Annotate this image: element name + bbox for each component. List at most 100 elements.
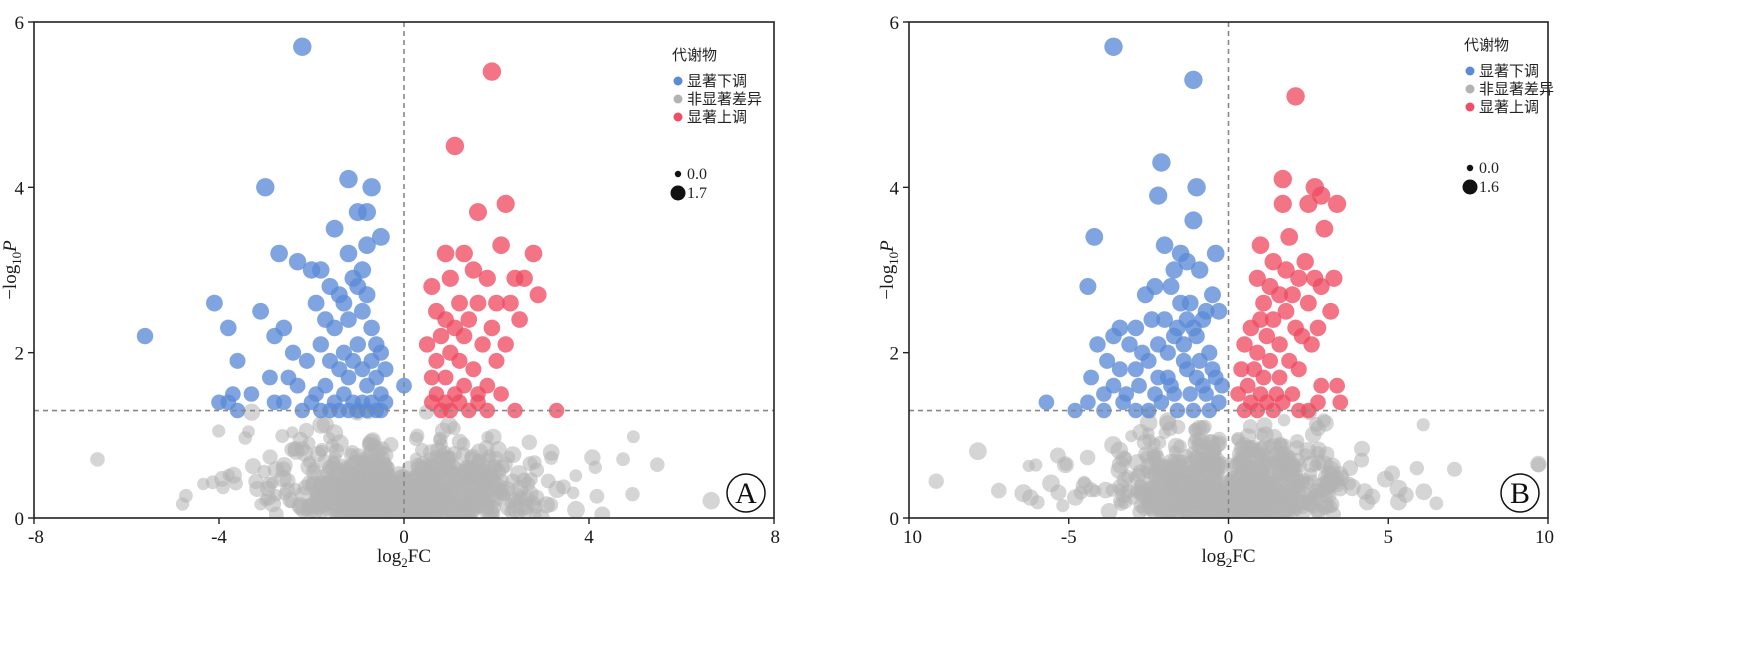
size-label: 1.7 bbox=[687, 185, 707, 202]
legend-marker bbox=[1465, 102, 1475, 112]
nonsig-point bbox=[1429, 496, 1444, 511]
nonsig-point bbox=[1311, 446, 1325, 460]
down-point bbox=[1131, 377, 1147, 394]
nonsig-point bbox=[510, 465, 528, 483]
y-tick-label: 4 bbox=[890, 178, 900, 199]
nonsig-point bbox=[626, 430, 640, 444]
nonsig-point bbox=[407, 509, 420, 518]
up-point bbox=[483, 319, 501, 337]
y-tick-label: 2 bbox=[890, 344, 900, 365]
nonsig-point bbox=[1286, 468, 1299, 482]
nonsig-point bbox=[514, 498, 531, 516]
nonsig-point bbox=[275, 429, 290, 443]
nonsig-point bbox=[1210, 452, 1225, 467]
nonsig-point bbox=[567, 501, 585, 518]
legend-marker bbox=[673, 76, 683, 86]
down-point bbox=[136, 327, 154, 345]
x-tick-label: 0 bbox=[399, 527, 409, 548]
down-point bbox=[340, 311, 357, 328]
down-point bbox=[1105, 327, 1122, 345]
nonsig-point bbox=[362, 436, 376, 450]
nonsig-point bbox=[566, 486, 580, 500]
up-point bbox=[436, 244, 455, 263]
x-tick-label: 10 bbox=[903, 527, 922, 548]
nonsig-point bbox=[1050, 484, 1067, 501]
up-point bbox=[478, 269, 496, 287]
panel-label: A bbox=[735, 477, 757, 510]
up-point bbox=[464, 261, 483, 279]
nonsig-point bbox=[242, 425, 255, 438]
legend-label: 显著上调 bbox=[1479, 98, 1539, 116]
down-point bbox=[1080, 394, 1096, 411]
volcano-panel-a: -8 -4 0 4 8 0 2 4 6 log2FC −log10P 代谢物 显著下调 非显著差异 显著上调… bbox=[0, 0, 877, 667]
nonsig-point bbox=[1253, 472, 1269, 487]
up-point bbox=[437, 369, 454, 386]
down-point bbox=[317, 377, 334, 394]
nonsig-point bbox=[456, 463, 473, 480]
nonsig-point bbox=[312, 416, 330, 434]
nonsig-point bbox=[1158, 426, 1171, 439]
up-point bbox=[488, 352, 505, 369]
nonsig-point bbox=[179, 488, 193, 503]
nonsig-point bbox=[216, 480, 230, 495]
down-point bbox=[1172, 294, 1189, 312]
up-point bbox=[1286, 87, 1305, 106]
nonsig-point bbox=[1201, 477, 1220, 496]
down-point bbox=[354, 302, 371, 320]
y-tick-label: 6 bbox=[15, 13, 25, 34]
down-point bbox=[1191, 261, 1209, 279]
nonsig-point bbox=[1249, 447, 1267, 464]
up-point bbox=[423, 369, 440, 386]
down-point bbox=[1152, 153, 1171, 172]
volcano-chart-b: 10 -5 0 5 100246log2FC−log10P代谢物显著下调非显著差异显著上… bbox=[877, 13, 1554, 570]
nonsig-point bbox=[315, 444, 328, 458]
down-point bbox=[1156, 311, 1173, 328]
nonsig-point bbox=[450, 502, 463, 515]
down-point bbox=[1121, 336, 1138, 353]
nonsig-point bbox=[594, 506, 611, 518]
nonsig-point bbox=[544, 450, 559, 465]
legend-title: 代谢物 bbox=[672, 46, 717, 64]
nonsig-point bbox=[323, 431, 336, 445]
nonsig-point bbox=[532, 509, 550, 518]
up-point bbox=[1255, 294, 1272, 312]
nonsig-point bbox=[456, 437, 471, 451]
nonsig-point bbox=[1296, 502, 1309, 515]
x-tick-label: -4 bbox=[211, 527, 227, 548]
nonsig-point bbox=[1354, 440, 1370, 457]
nonsig-point bbox=[1343, 478, 1361, 497]
nonsig-point bbox=[489, 441, 507, 458]
up-point bbox=[1273, 194, 1292, 213]
nonsig-point bbox=[228, 476, 243, 491]
legend-label: 非显著差异 bbox=[1479, 80, 1554, 98]
nonsig-point bbox=[524, 472, 538, 487]
size-label: 0.0 bbox=[687, 166, 707, 183]
nonsig-point bbox=[366, 478, 382, 495]
nonsig-point bbox=[1150, 480, 1168, 498]
up-point bbox=[1309, 319, 1327, 337]
up-point bbox=[1249, 344, 1266, 361]
nonsig-point bbox=[1188, 450, 1206, 468]
nonsig-point bbox=[390, 503, 408, 518]
nonsig-point bbox=[1302, 455, 1320, 473]
nonsig-point bbox=[455, 477, 474, 495]
up-point bbox=[1271, 369, 1288, 386]
nonsig-point bbox=[1222, 502, 1239, 518]
down-point bbox=[1204, 361, 1221, 378]
nonsig-point bbox=[345, 445, 360, 460]
nonsig-point bbox=[447, 421, 461, 436]
down-point bbox=[1178, 253, 1196, 271]
down-point bbox=[276, 394, 292, 411]
up-point bbox=[493, 386, 509, 402]
size-marker-small bbox=[1466, 164, 1474, 172]
nonsig-point bbox=[245, 458, 262, 475]
legend-marker bbox=[1465, 84, 1475, 94]
nonsig-point bbox=[261, 490, 277, 506]
up-point bbox=[451, 352, 468, 369]
down-point bbox=[1184, 70, 1203, 90]
down-point bbox=[1210, 302, 1228, 320]
x-tick-label: 8 bbox=[771, 527, 781, 548]
down-point bbox=[284, 344, 302, 361]
down-point bbox=[256, 178, 275, 197]
